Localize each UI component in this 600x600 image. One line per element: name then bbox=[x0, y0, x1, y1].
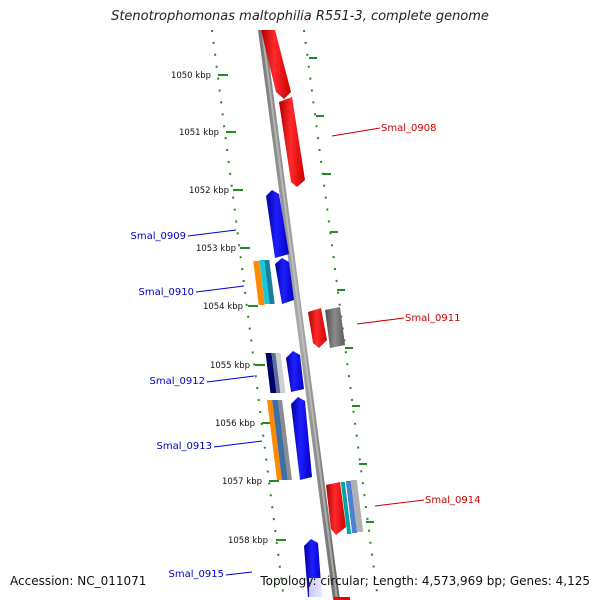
gene-smal-0910[interactable] bbox=[275, 258, 294, 304]
label-smal-0913[interactable]: Smal_0913 bbox=[157, 441, 212, 452]
tick-label-1057: 1057 kbp bbox=[222, 477, 262, 487]
gene-smal-0912-slate[interactable] bbox=[271, 353, 281, 393]
gene-smal-0910-orange[interactable] bbox=[253, 261, 265, 305]
gene-smal-0914-blue[interactable] bbox=[345, 481, 358, 533]
genome-title: Stenotrophomonas maltophilia R551-3, com… bbox=[111, 9, 489, 24]
leader-smal-0915 bbox=[225, 571, 253, 576]
tick-label-1054: 1054 kbp bbox=[203, 302, 243, 312]
gene-smal-0913-steel[interactable] bbox=[272, 400, 288, 480]
gene-smal-0907[interactable] bbox=[261, 30, 291, 99]
gene-smal-0913-gray[interactable] bbox=[278, 400, 292, 480]
gene-smal-0910-teal[interactable] bbox=[264, 260, 275, 304]
gene-smal-0912[interactable] bbox=[286, 351, 304, 392]
label-smal-0912[interactable]: Smal_0912 bbox=[150, 376, 205, 387]
label-smal-0909[interactable]: Smal_0909 bbox=[131, 231, 186, 242]
tick-marks bbox=[218, 74, 286, 541]
leader-smal-0911 bbox=[356, 317, 405, 325]
tick-label-1052: 1052 kbp bbox=[189, 186, 229, 196]
tick-label-1053: 1053 kbp bbox=[196, 244, 236, 254]
gene-smal-0912-light[interactable] bbox=[275, 353, 286, 393]
leader-smal-0913 bbox=[213, 440, 263, 448]
leader-smal-0910 bbox=[195, 285, 245, 293]
gene-smal-0914-red[interactable] bbox=[326, 482, 346, 535]
label-smal-0908[interactable]: Smal_0908 bbox=[381, 123, 436, 134]
tick-marks-right bbox=[309, 57, 374, 523]
leader-smal-0909 bbox=[187, 229, 237, 237]
label-smal-0915[interactable]: Smal_0915 bbox=[169, 569, 224, 580]
gene-smal-0913-orange[interactable] bbox=[267, 400, 282, 480]
tick-label-1058: 1058 kbp bbox=[228, 536, 268, 546]
tick-label-1056: 1056 kbp bbox=[215, 419, 255, 429]
tick-label-1055: 1055 kbp bbox=[210, 361, 250, 371]
gene-smal-0911-gray[interactable] bbox=[325, 307, 345, 348]
tick-label-1051: 1051 kbp bbox=[179, 128, 219, 138]
leader-smal-0908 bbox=[331, 127, 381, 137]
gene-smal-0915-lavender[interactable] bbox=[309, 578, 322, 597]
gene-smal-0914-gray[interactable] bbox=[350, 480, 364, 532]
gene-smal-0909[interactable] bbox=[266, 190, 289, 258]
gene-smal-0910-cyan[interactable] bbox=[259, 260, 270, 304]
label-smal-0911[interactable]: Smal_0911 bbox=[405, 313, 460, 324]
label-smal-0914[interactable]: Smal_0914 bbox=[425, 495, 480, 506]
tick-label-1050: 1050 kbp bbox=[171, 71, 211, 81]
accession-text: Accession: NC_011071 bbox=[10, 574, 147, 588]
label-smal-0910[interactable]: Smal_0910 bbox=[139, 287, 194, 298]
gene-smal-0913[interactable] bbox=[291, 397, 312, 480]
genome-summary-text: Topology: circular; Length: 4,573,969 bp… bbox=[260, 574, 590, 588]
leader-smal-0914 bbox=[374, 499, 425, 507]
gene-smal-0908[interactable] bbox=[279, 97, 305, 187]
leader-smal-0912 bbox=[206, 375, 255, 383]
gene-smal-0912-navy[interactable] bbox=[265, 353, 277, 393]
gene-smal-0914-teal[interactable] bbox=[340, 482, 352, 534]
gene-smal-0916-red[interactable] bbox=[334, 597, 350, 600]
gene-smal-0911-red[interactable] bbox=[308, 308, 327, 348]
